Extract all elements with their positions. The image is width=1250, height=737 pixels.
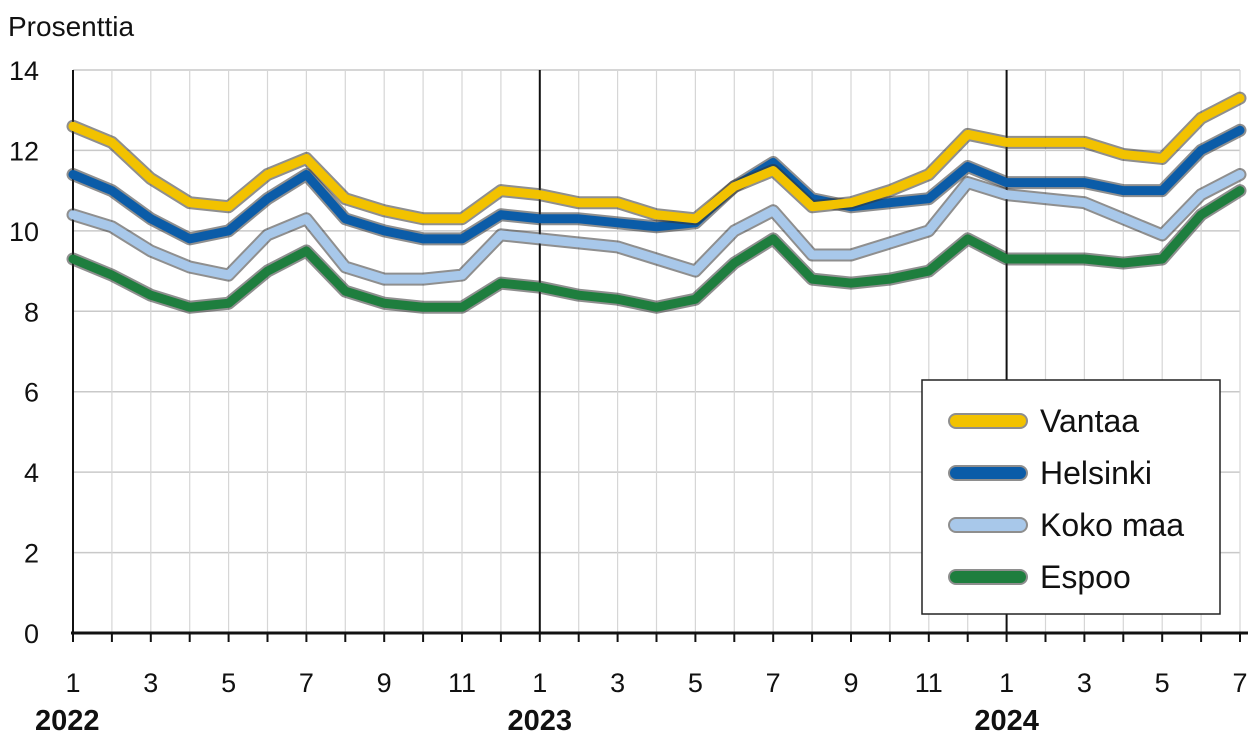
x-tick-label: 3 xyxy=(610,668,625,698)
y-axis-label: Prosenttia xyxy=(8,11,134,42)
y-tick-label: 8 xyxy=(24,297,39,327)
legend-label-espoo: Espoo xyxy=(1040,559,1131,595)
y-tick-label: 6 xyxy=(24,378,39,408)
y-tick-label: 0 xyxy=(24,619,39,649)
year-label-2022: 2022 xyxy=(35,705,100,737)
legend-label-helsinki: Helsinki xyxy=(1040,455,1152,491)
year-label-2023: 2023 xyxy=(508,705,573,737)
y-tick-label: 10 xyxy=(9,217,39,247)
series-line-espoo xyxy=(68,186,1245,312)
axes xyxy=(71,631,1248,642)
year-label-2024: 2024 xyxy=(974,705,1039,737)
x-tick-label: 9 xyxy=(843,668,858,698)
x-tick-label: 11 xyxy=(448,668,476,698)
legend-label-vantaa: Vantaa xyxy=(1040,403,1139,439)
x-tick-label: 3 xyxy=(1077,668,1092,698)
x-tick-label: 7 xyxy=(766,668,781,698)
y-tick-label: 4 xyxy=(24,458,39,488)
x-tick-label: 7 xyxy=(1232,668,1247,698)
y-tick-label: 14 xyxy=(9,56,39,86)
x-tick-label: 9 xyxy=(377,668,392,698)
x-tick-label: 5 xyxy=(688,668,703,698)
x-tick-label: 1 xyxy=(532,668,547,698)
series-line-koko-maa xyxy=(68,170,1245,284)
y-tick-label: 12 xyxy=(9,136,39,166)
x-tick-label: 3 xyxy=(143,668,158,698)
legend: Vantaa Helsinki Koko maa Espoo xyxy=(921,379,1221,615)
series-line-helsinki xyxy=(68,125,1245,244)
x-tick-label: 1 xyxy=(999,668,1014,698)
x-tick-label: 7 xyxy=(299,668,314,698)
x-tick-label: 1 xyxy=(65,668,80,698)
x-tick-label: 5 xyxy=(221,668,236,698)
y-tick-label: 2 xyxy=(24,539,39,569)
year-divider-lines xyxy=(72,70,1008,633)
x-tick-label: 11 xyxy=(915,668,943,698)
legend-label-koko-maa: Koko maa xyxy=(1040,507,1184,543)
series-lines xyxy=(66,91,1247,314)
series-line-vantaa xyxy=(68,93,1245,224)
x-tick-label: 5 xyxy=(1155,668,1170,698)
